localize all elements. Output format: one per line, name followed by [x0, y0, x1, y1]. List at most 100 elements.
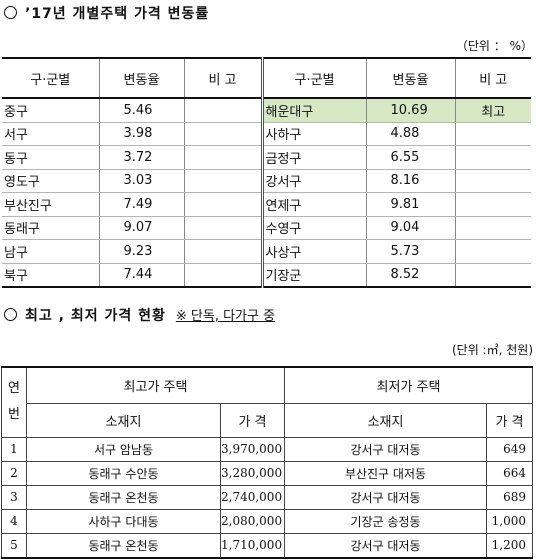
- remark-cell: [183, 192, 262, 217]
- remark-cell: [454, 192, 531, 217]
- table-row: 중구 5.46 해운대구 10.69 최고: [2, 98, 531, 123]
- change-value: 7.44: [98, 263, 184, 288]
- district-name: 동구: [2, 145, 99, 170]
- change-rate-body: 중구 5.46 해운대구 10.69 최고 서구 3.98 사하구 4.88 동…: [2, 98, 531, 288]
- district-name: 수영구: [260, 216, 366, 240]
- section1-title: ’17년 개별주택 가격 변동률: [25, 6, 210, 22]
- header-high-price: 가 격: [220, 402, 285, 438]
- table-row: 동구 3.72 금정구 6.55: [2, 145, 531, 170]
- table-row: 동래구 9.07 수영구 9.04: [2, 216, 531, 240]
- district-name: 연제구: [260, 192, 366, 217]
- high-price: 2,080,000: [220, 508, 285, 534]
- header-low-price: 가 격: [486, 402, 533, 438]
- change-value: 9.07: [98, 216, 184, 240]
- remark-cell: [454, 263, 531, 288]
- header-index: 연번: [1, 366, 27, 438]
- section2-unit: (단위 :㎡, 천원): [451, 343, 533, 357]
- row-index: 3: [1, 484, 27, 510]
- district-name: 해운대구: [260, 98, 366, 123]
- remark-cell: [183, 145, 262, 170]
- change-value: 6.55: [365, 145, 455, 170]
- table-row: 영도구 3.03 강서구 8.16: [2, 169, 531, 193]
- table-row: 2 동래구 수안동 3,280,000 부산진구 대저동 664: [1, 460, 533, 486]
- district-name: 사상구: [260, 239, 366, 264]
- high-price: 3,970,000: [220, 436, 285, 462]
- header-highest: 최고가 주택: [26, 366, 285, 404]
- high-location: 동래구 수안동: [26, 460, 221, 486]
- district-name: 서구: [2, 122, 99, 146]
- low-location: 강서구 대저동: [284, 436, 487, 462]
- remark-cell: [454, 122, 531, 146]
- table-row: 부산진구 7.49 연제구 9.81: [2, 192, 531, 217]
- circle-bullet-icon: [4, 308, 17, 321]
- change-value: 4.88: [365, 122, 455, 146]
- table-row: 1 서구 암남동 3,970,000 강서구 대저동 649: [1, 436, 533, 462]
- remark-cell: [454, 145, 531, 170]
- table-row: 5 동래구 온천동 1,710,000 강서구 대저동 1,200: [1, 532, 533, 559]
- district-name: 사하구: [260, 122, 366, 146]
- change-value: 9.81: [365, 192, 455, 217]
- header-low-location: 소재지: [284, 402, 487, 438]
- header-change-right: 변동율: [365, 57, 455, 99]
- high-location: 서구 암남동: [26, 436, 221, 462]
- district-name: 기장군: [260, 263, 366, 288]
- district-name: 동래구: [2, 216, 99, 240]
- remark-cell: [183, 122, 262, 146]
- high-location: 사하구 다대동: [26, 508, 221, 534]
- low-location: 강서구 대저동: [284, 532, 487, 559]
- table-row: 북구 7.44 기장군 8.52: [2, 263, 531, 288]
- low-price: 649: [486, 436, 533, 462]
- change-value: 7.49: [98, 192, 184, 217]
- table-row: 서구 3.98 사하구 4.88: [2, 122, 531, 146]
- remark-cell: [183, 98, 262, 123]
- header-lowest: 최저가 주택: [284, 366, 533, 404]
- section2-heading: 최고 , 최저 가격 현황 ※ 단독, 다가구 중: [4, 305, 275, 325]
- low-price: 1,200: [486, 532, 533, 559]
- district-name: 영도구: [2, 169, 99, 193]
- low-location: 강서구 대저동: [284, 484, 487, 510]
- section1-unit: （단위 ： %）: [455, 39, 533, 53]
- remark-cell: [183, 216, 262, 240]
- low-location: 부산진구 대저동: [284, 460, 487, 486]
- header-district-right: 구·군별: [260, 57, 366, 99]
- change-value: 10.69: [365, 98, 455, 123]
- section1-heading: ’17년 개별주택 가격 변동률: [4, 3, 209, 23]
- district-name: 강서구: [260, 169, 366, 193]
- change-value: 8.16: [365, 169, 455, 193]
- low-price: 689: [486, 484, 533, 510]
- change-value: 3.72: [98, 145, 184, 170]
- high-price: 1,710,000: [220, 532, 285, 559]
- change-value: 3.03: [98, 169, 184, 193]
- low-price: 664: [486, 460, 533, 486]
- remark-cell: [454, 239, 531, 264]
- remark-cell: [183, 239, 262, 264]
- district-name: 남구: [2, 239, 99, 264]
- district-name: 북구: [2, 263, 99, 288]
- table-row: 3 동래구 온천동 2,740,000 강서구 대저동 689: [1, 484, 533, 510]
- section2-note: ※ 단독, 다가구 중: [175, 309, 276, 324]
- high-location: 동래구 온천동: [26, 484, 221, 510]
- change-rate-table: 구·군별 변동율 비 고 구·군별 변동율 비 고 중구 5.46 해운대구 1…: [2, 57, 531, 288]
- section2-title: 최고 , 최저 가격 현황: [25, 308, 166, 324]
- circle-bullet-icon: [4, 6, 17, 19]
- low-price: 1,000: [486, 508, 533, 534]
- change-value: 8.52: [365, 263, 455, 288]
- change-value: 9.04: [365, 216, 455, 240]
- remark-cell: [183, 169, 262, 193]
- change-value: 3.98: [98, 122, 184, 146]
- change-value: 9.23: [98, 239, 184, 264]
- high-price: 2,740,000: [220, 484, 285, 510]
- price-extremes-table: 연번 최고가 주택 최저가 주택 소재지 가 격 소재지 가 격 1 서구 암남…: [1, 366, 533, 559]
- remark-cell: [183, 263, 262, 288]
- remark-cell: 최고: [454, 98, 531, 123]
- header-high-location: 소재지: [26, 402, 221, 438]
- header-remark-right: 비 고: [454, 57, 531, 99]
- row-index: 4: [1, 508, 27, 534]
- remark-cell: [454, 169, 531, 193]
- district-name: 중구: [2, 98, 99, 123]
- change-value: 5.46: [98, 98, 184, 123]
- high-price: 3,280,000: [220, 460, 285, 486]
- header-change-left: 변동율: [98, 57, 184, 99]
- change-value: 5.73: [365, 239, 455, 264]
- high-location: 동래구 온천동: [26, 532, 221, 559]
